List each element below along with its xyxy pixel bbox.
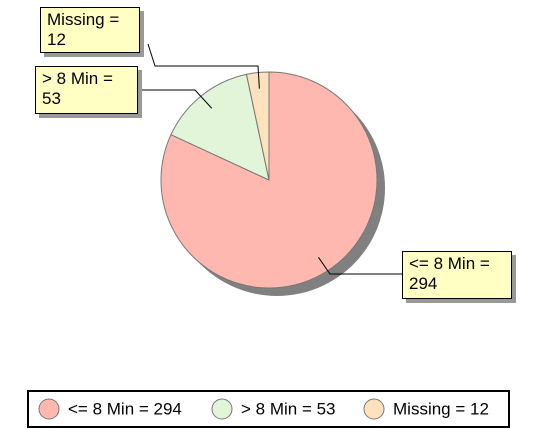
legend (27, 390, 510, 428)
legend-label: <= 8 Min = 294 (68, 399, 182, 418)
pie-slice (170, 73, 270, 181)
pie (160, 71, 378, 289)
leader-line (138, 89, 213, 109)
leader-line (318, 257, 402, 275)
data-label: Missing = 12 (40, 7, 140, 53)
legend-items: <= 8 Min = 294 > 8 Min = 53 Missing = 12 (38, 398, 489, 420)
legend-swatch (38, 398, 60, 420)
pie-slice (245, 71, 270, 181)
legend-swatch (211, 398, 233, 420)
legend-label: Missing = 12 (393, 399, 489, 418)
legend-swatch (363, 398, 385, 420)
data-label: <= 8 Min = 294 (402, 251, 512, 299)
leader-lines (138, 43, 402, 275)
legend-label: > 8 Min = 53 (241, 399, 336, 418)
leader-line (147, 43, 260, 89)
data-label: > 8 Min = 53 (35, 66, 138, 114)
